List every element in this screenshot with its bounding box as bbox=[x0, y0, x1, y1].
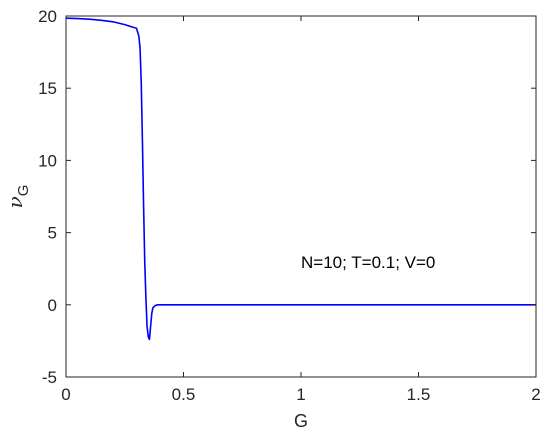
series-layer bbox=[65, 17, 536, 341]
y-tick-label: 0 bbox=[48, 296, 57, 315]
x-tick-label: 0 bbox=[61, 385, 70, 404]
y-tick-label: 15 bbox=[38, 79, 57, 98]
x-tick-label: 2 bbox=[531, 385, 540, 404]
plot-area bbox=[66, 16, 536, 377]
y-tick-label: 10 bbox=[38, 151, 57, 170]
x-axis-label: G bbox=[294, 411, 308, 431]
y-axis-label-subscript: G bbox=[15, 185, 32, 197]
x-tick-label: 1.5 bbox=[407, 385, 431, 404]
x-tick-label: 1 bbox=[296, 385, 305, 404]
y-axis-label: νG bbox=[3, 185, 32, 209]
y-tick-label: -5 bbox=[42, 368, 57, 387]
series-line-0 bbox=[65, 17, 536, 341]
x-tick-label: 0.5 bbox=[172, 385, 196, 404]
chart-annotation: N=10; T=0.1; V=0 bbox=[301, 253, 435, 272]
y-tick-label: 5 bbox=[48, 224, 57, 243]
y-axis-label-main: ν bbox=[3, 196, 27, 208]
y-tick-label: 20 bbox=[38, 7, 57, 26]
